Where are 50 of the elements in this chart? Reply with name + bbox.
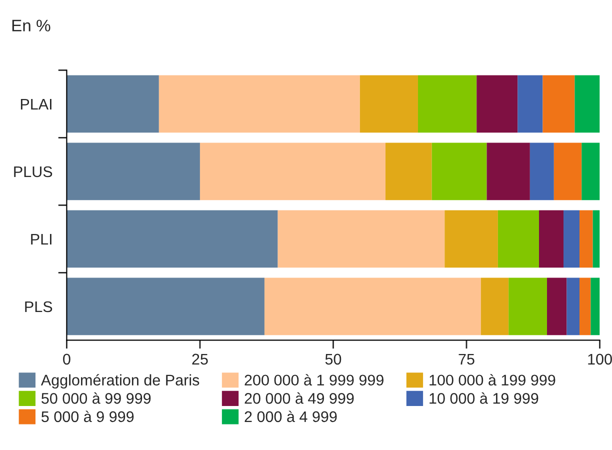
bar <box>518 75 543 133</box>
bar <box>590 278 600 336</box>
x-tick-label: 100 <box>588 354 612 365</box>
bar <box>476 75 518 133</box>
bar <box>554 142 582 200</box>
bar <box>66 278 264 336</box>
x-tick-label: 0 <box>63 354 70 365</box>
bar <box>498 210 539 268</box>
bar <box>566 278 580 336</box>
y-tick-label: PLI <box>31 234 52 244</box>
bar <box>580 278 591 336</box>
bar <box>418 75 477 133</box>
bar <box>564 210 580 268</box>
y-tick-label: PLAI <box>20 98 52 110</box>
bar <box>66 210 278 268</box>
bar <box>574 75 600 133</box>
x-tick-label: 50 <box>325 354 342 365</box>
legend-label: 20 000 à 49 999 <box>244 392 354 404</box>
bar <box>66 142 200 200</box>
bar <box>264 278 481 336</box>
bar <box>200 142 386 200</box>
bar <box>158 75 360 133</box>
legend-label: 50 000 à 99 999 <box>42 392 151 404</box>
bar <box>444 210 498 268</box>
legend-label: Agglomération de Paris <box>40 374 200 389</box>
bar <box>66 75 159 133</box>
bar <box>385 142 432 200</box>
x-tick-label: 75 <box>458 354 474 365</box>
legend-label: 10 000 à 19 999 <box>430 392 538 404</box>
bar <box>580 210 593 268</box>
bar <box>542 75 575 133</box>
legend-label: 5 000 à 9 999 <box>42 410 134 422</box>
bar <box>582 142 600 200</box>
bar <box>432 142 487 200</box>
bar <box>278 210 445 268</box>
bar <box>538 210 564 268</box>
bar <box>546 278 567 336</box>
bar <box>592 210 600 268</box>
legend-label: 2 000 à 4 999 <box>244 410 337 422</box>
y-tick-label: PLS <box>25 301 52 312</box>
legend-label: 200 000 à 1 999 999 <box>244 374 384 386</box>
chart-subtitle: En % <box>12 20 50 32</box>
legend-label: 100 000 à 199 999 <box>430 374 556 386</box>
bar <box>480 278 509 336</box>
x-tick-label: 25 <box>192 354 208 365</box>
bar <box>530 142 554 200</box>
y-tick-label: PLUS <box>14 166 52 178</box>
bar <box>360 75 418 133</box>
bar <box>486 142 530 200</box>
bar <box>508 278 547 336</box>
